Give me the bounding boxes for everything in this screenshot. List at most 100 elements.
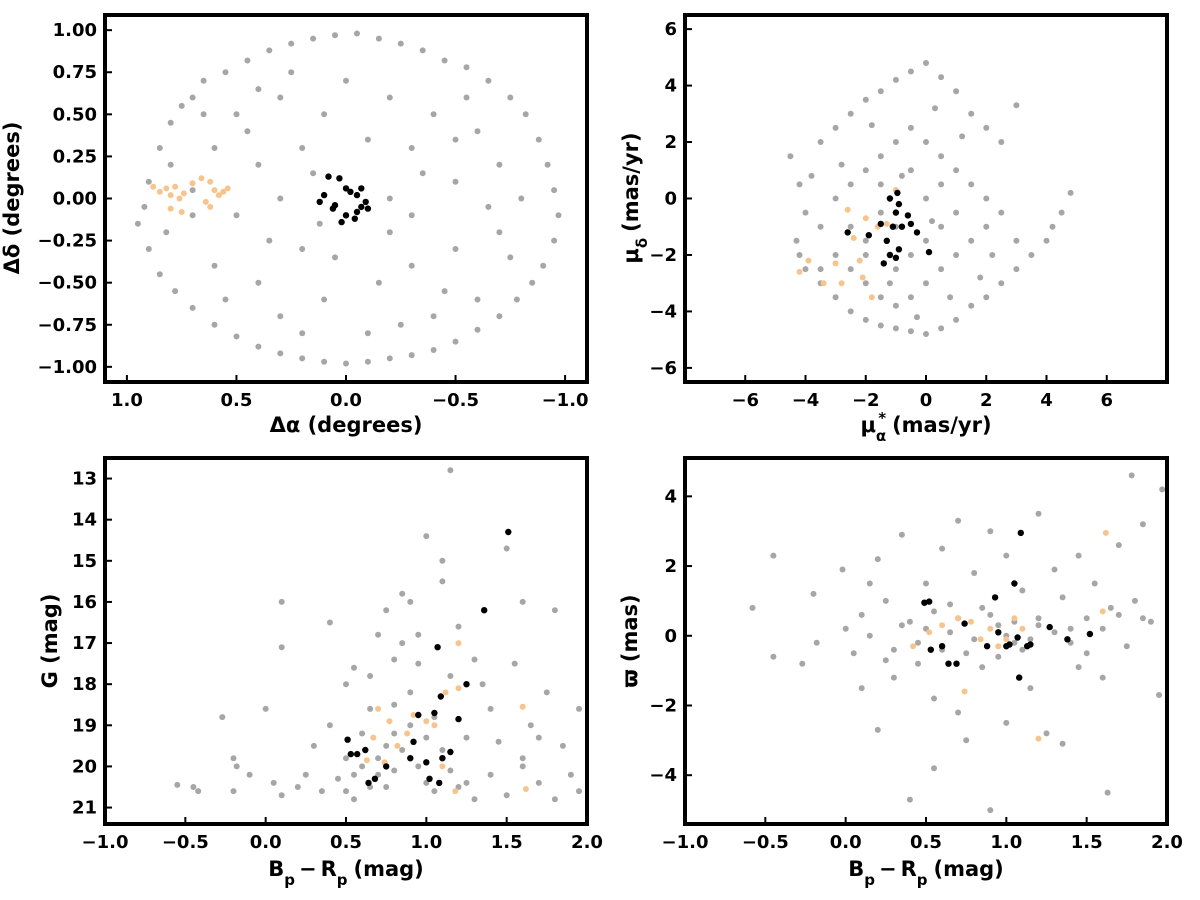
sky-field-point-38: [343, 360, 349, 367]
parallax-x-tick-label-1: −0.5: [742, 832, 789, 853]
parallax-field-point-55: [1139, 521, 1146, 528]
parallax-field-point-84: [1075, 664, 1082, 671]
proper-motion-y-tick-label-5: −4: [649, 301, 677, 322]
parallax-x-axis-label: Bp − Rp (mag): [848, 857, 1004, 889]
sky-field-point-64: [386, 229, 393, 236]
cmd-members-point-5: [371, 775, 379, 782]
parallax-field-point-86: [882, 657, 889, 664]
parallax-plot-frame: [683, 456, 1169, 826]
parallax-x-tick-label-3: 0.5: [910, 832, 942, 853]
proper-motion-members-point-9: [892, 254, 900, 261]
proper-motion-field-point-70: [862, 252, 869, 258]
sky-members-point-16: [329, 205, 337, 212]
proper-motion-field-point-35: [983, 124, 990, 131]
cmd-field-point-57: [543, 689, 550, 696]
sky-field-point-35: [408, 352, 415, 359]
cmd-members-point-15: [437, 693, 444, 700]
proper-motion-secondary-point-5: [844, 206, 851, 213]
parallax-members-point-20: [1086, 630, 1094, 638]
sky-field-point-13: [332, 32, 338, 39]
proper-motion-field-point-8: [862, 316, 869, 323]
proper-motion-field-point-51: [1013, 237, 1020, 244]
proper-motion-y-tick-label-3: 0: [664, 189, 677, 210]
proper-motion-plot-frame: [683, 13, 1169, 384]
parallax-field-point-40: [1035, 615, 1042, 622]
sky-members-point-2: [342, 185, 350, 192]
cmd-y-tick-label-3: 18: [72, 674, 97, 695]
sky-members-point-0: [325, 173, 332, 180]
sky-field-point-89: [375, 279, 382, 286]
proper-motion-field-point-34: [968, 110, 975, 117]
sky-field-point-56: [430, 111, 437, 118]
sky-field-point-65: [299, 246, 306, 252]
proper-motion-x-tick-label-0: −6: [731, 390, 759, 411]
sky-y-tick-label-3: 0.25: [53, 146, 97, 167]
sky-field-point-50: [277, 94, 284, 101]
sky-field-point-49: [233, 111, 240, 118]
parallax-y-axis-label: ϖ (mas): [618, 594, 642, 687]
sky-field-point-88: [266, 237, 273, 244]
parallax-y-tick-label-4: −4: [649, 765, 677, 786]
cmd-field-point-21: [343, 681, 349, 688]
sky-y-tick-label-5: −0.25: [38, 231, 98, 252]
proper-motion-y-unit: (mas/yr): [619, 132, 643, 231]
parallax-members-point-14: [1016, 674, 1023, 681]
parallax-field-point-29: [971, 570, 978, 576]
proper-motion-field-point-54: [877, 153, 884, 160]
sky-field-point-10: [266, 47, 273, 54]
cmd-x-sub-p2: p: [337, 871, 348, 889]
sky-field-point-54: [321, 111, 328, 118]
cmd-field-point-17: [326, 722, 333, 729]
cmd-secondary-point-11: [452, 788, 459, 795]
sky-x-tick-label-0: 1.0: [111, 390, 143, 411]
proper-motion-field-point-61: [983, 195, 990, 202]
sky-members-point-4: [353, 191, 361, 199]
cmd-members-point-0: [344, 736, 351, 743]
parallax-secondary-point-12: [1035, 735, 1042, 742]
parallax-field-point-56: [1147, 618, 1154, 625]
cmd-y-tick-label-4: 17: [72, 633, 97, 654]
parallax-field-point-64: [987, 611, 994, 618]
parallax-field-point-53: [1128, 472, 1135, 479]
parallax-field-point-43: [1059, 740, 1066, 747]
cmd-field-point-63: [576, 788, 582, 795]
parallax-field-point-87: [866, 580, 873, 587]
proper-motion-field-point-56: [907, 124, 914, 131]
parallax-field-point-54: [1131, 597, 1138, 604]
cmd-x-tick-label-6: 2.0: [571, 832, 603, 853]
sky-field-point-42: [255, 343, 262, 350]
proper-motion-field-point-67: [877, 181, 884, 188]
sky-field-point-4: [167, 119, 174, 126]
sky-field-point-95: [189, 187, 196, 194]
cmd-secondary-point-10: [442, 689, 449, 696]
proper-motion-members-point-7: [880, 260, 887, 267]
cmd-y-tick-label-2: 19: [72, 715, 97, 736]
cmd-field-point-7: [219, 714, 226, 721]
sky-field-point-15: [375, 35, 382, 42]
sky-field-point-75: [277, 195, 284, 202]
proper-motion-field-point-44: [907, 294, 914, 301]
sky-secondary-point-0: [150, 183, 157, 190]
parallax-x-tick-label-6: 2.0: [1151, 832, 1183, 853]
cmd-field-point-31: [391, 701, 398, 708]
cmd-y-axis-label: G (mag): [38, 594, 62, 689]
sky-field-point-47: [156, 271, 163, 278]
sky-field-point-6: [189, 94, 196, 101]
cmd-x-sub-p: p: [284, 871, 295, 889]
sky-field-point-11: [288, 40, 295, 47]
proper-motion-x-tick-label-3: 0: [920, 390, 933, 411]
parallax-secondary-point-1: [926, 629, 933, 636]
proper-motion-field-point-74: [907, 252, 914, 258]
sky-field-point-80: [167, 161, 174, 168]
cmd-x-axis-label: Bp − Rp (mag): [268, 857, 424, 889]
cmd-members-point-6: [383, 763, 390, 770]
cmd-field-point-73: [367, 705, 374, 712]
sky-y-tick-label-7: −0.75: [38, 315, 98, 336]
cmd-field-point-59: [551, 607, 558, 614]
parallax-field-point-4: [810, 590, 817, 597]
parallax-secondary-point-10: [1011, 615, 1018, 622]
proper-motion-y-tick-label-1: 4: [664, 76, 677, 97]
proper-motion-field-point-17: [998, 280, 1005, 287]
